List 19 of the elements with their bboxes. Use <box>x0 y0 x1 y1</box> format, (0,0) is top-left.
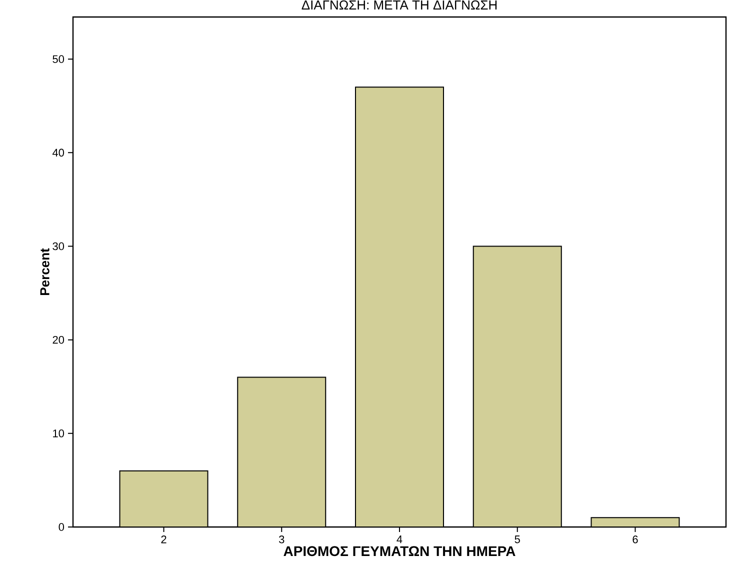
x-tick-label: 6 <box>632 536 638 544</box>
chart-title: ΔΙΑΓΝΩΣΗ: ΜΕΤΑ ΤΗ ΔΙΑΓΝΩΣΗ <box>302 0 497 10</box>
bar <box>238 377 326 527</box>
y-tick-label: 0 <box>58 523 64 531</box>
y-tick-label: 20 <box>52 336 64 344</box>
x-tick-label: 3 <box>279 536 284 544</box>
bar <box>119 470 208 527</box>
bar <box>355 86 444 527</box>
x-tick-label: 4 <box>396 536 402 544</box>
bar <box>472 246 562 527</box>
y-axis-title: Percent <box>40 248 50 295</box>
bar <box>590 517 680 527</box>
x-tick-label: 5 <box>514 536 520 544</box>
y-tick-label: 30 <box>52 242 64 250</box>
y-tick-label: 40 <box>52 148 64 157</box>
x-axis-title: ΑΡΙΘΜΟΣ ΓΕΥΜΑΤΩΝ ΤΗΝ ΗΜΕΡΑ <box>284 546 516 556</box>
x-tick-label: 2 <box>161 536 166 544</box>
y-tick-label: 50 <box>52 55 64 63</box>
y-tick-label: 10 <box>53 430 64 438</box>
